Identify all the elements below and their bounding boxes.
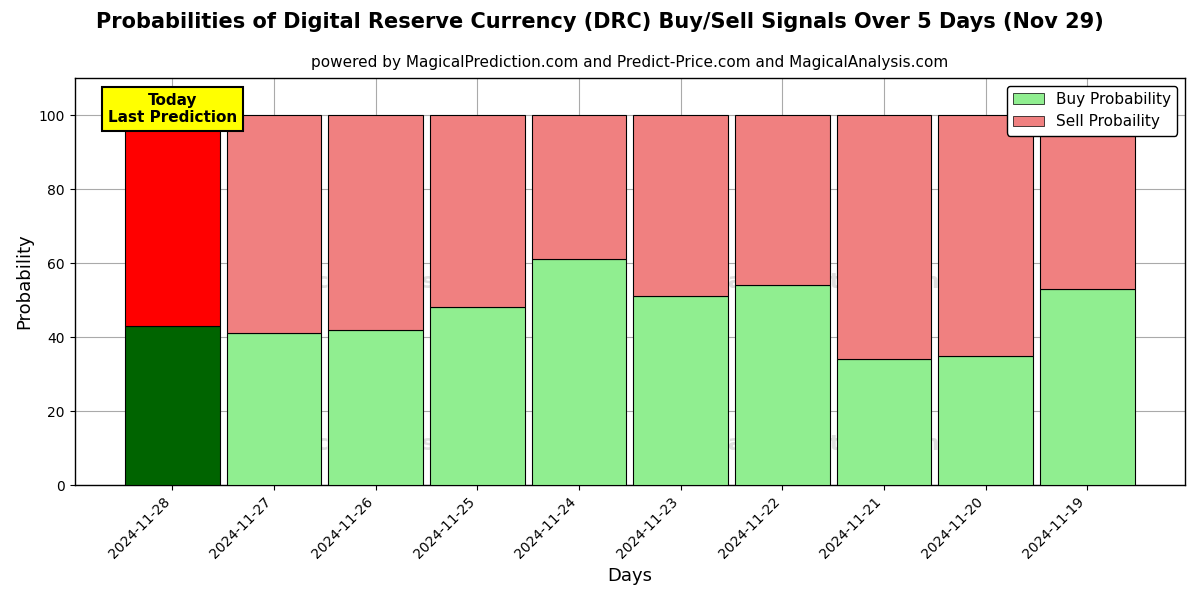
Bar: [430, 115, 524, 307]
Bar: [329, 329, 422, 485]
Bar: [329, 115, 422, 329]
Bar: [125, 326, 220, 485]
Text: MagicalPrediction.com: MagicalPrediction.com: [654, 272, 940, 292]
Bar: [836, 359, 931, 485]
Text: Today
Last Prediction: Today Last Prediction: [108, 93, 238, 125]
Bar: [430, 307, 524, 485]
Y-axis label: Probability: Probability: [16, 233, 34, 329]
Bar: [1040, 115, 1134, 289]
Text: MagicalAnalysis.com: MagicalAnalysis.com: [254, 272, 516, 292]
Bar: [227, 334, 322, 485]
Bar: [634, 115, 728, 296]
Bar: [938, 115, 1033, 356]
Bar: [125, 115, 220, 326]
Bar: [836, 115, 931, 359]
Bar: [532, 259, 626, 485]
Text: MagicalAnalysis.com: MagicalAnalysis.com: [254, 434, 516, 454]
Text: MagicalPrediction.com: MagicalPrediction.com: [654, 434, 940, 454]
Bar: [532, 115, 626, 259]
X-axis label: Days: Days: [607, 567, 653, 585]
Bar: [736, 115, 829, 285]
Bar: [736, 285, 829, 485]
Bar: [634, 296, 728, 485]
Bar: [227, 115, 322, 334]
Text: Probabilities of Digital Reserve Currency (DRC) Buy/Sell Signals Over 5 Days (No: Probabilities of Digital Reserve Currenc…: [96, 12, 1104, 32]
Bar: [938, 356, 1033, 485]
Legend: Buy Probability, Sell Probaility: Buy Probability, Sell Probaility: [1007, 86, 1177, 136]
Bar: [1040, 289, 1134, 485]
Title: powered by MagicalPrediction.com and Predict-Price.com and MagicalAnalysis.com: powered by MagicalPrediction.com and Pre…: [311, 55, 948, 70]
